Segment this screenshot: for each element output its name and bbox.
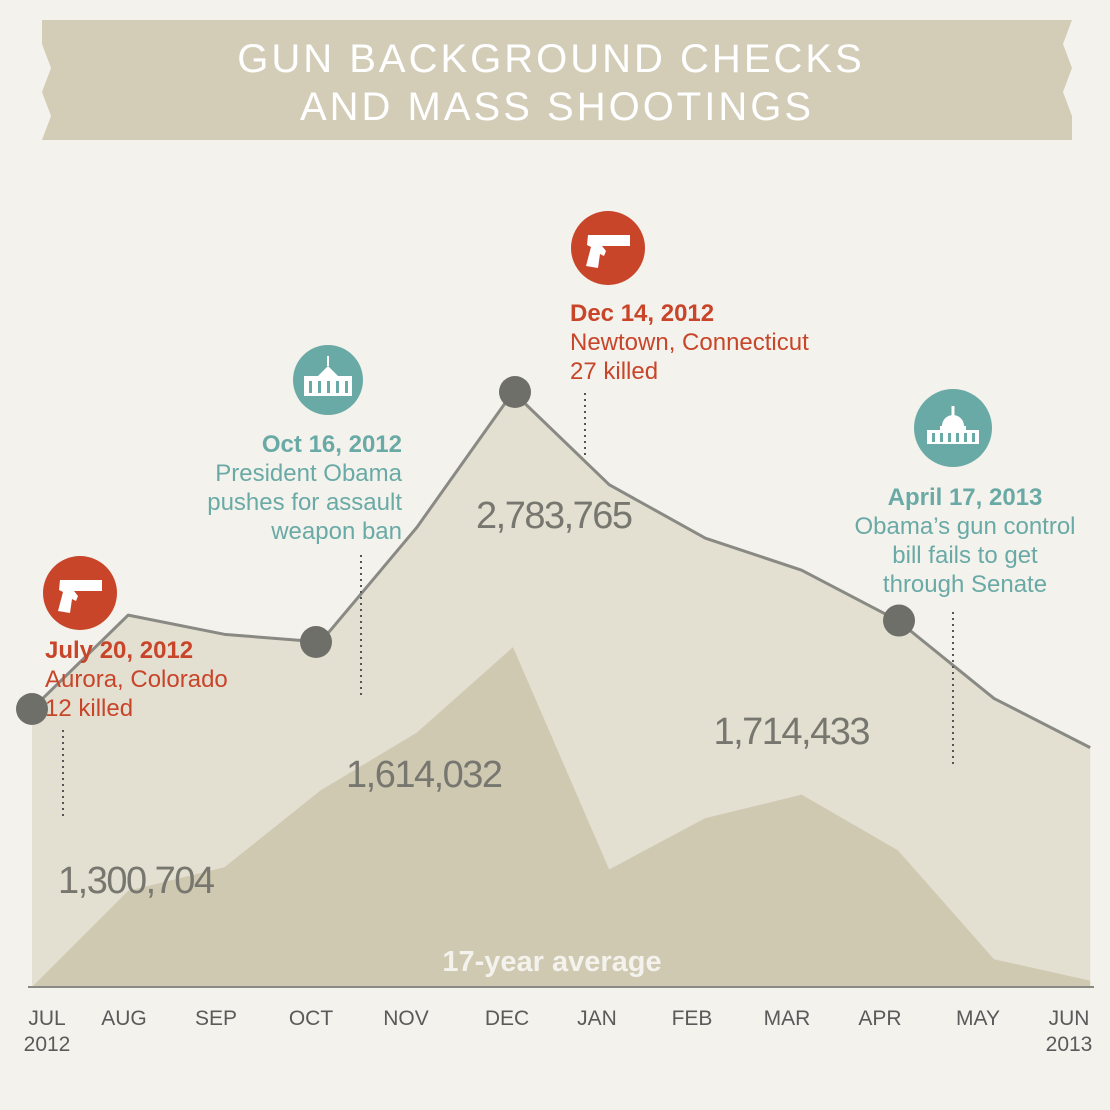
event-description-line: bill fails to get [892,542,1038,569]
white-house-icon-flagpole [327,356,329,366]
banner-ribbon [42,20,1072,140]
handgun-icon [43,556,117,630]
average-area [32,647,1091,987]
event-date: Oct 16, 2012 [262,431,402,458]
event-description-line: President Obama [215,460,402,487]
capitol-icon [914,389,992,467]
data-value-label: 2,783,765 [476,495,632,537]
data-point-marker [300,626,332,659]
white-house-icon-column [336,381,339,393]
capitol-icon-column [948,433,951,442]
data-point-marker [883,604,915,637]
event-description-line: Newtown, Connecticut [570,329,809,356]
capitol-icon-drum [940,426,966,431]
checks-line [30,390,1091,749]
title-line-2: AND MASS SHOOTINGS [300,85,814,129]
x-tick-label: AUG [101,1007,147,1030]
chart-areas [30,390,1091,987]
x-tick-label: OCT [289,1007,334,1030]
x-tick-label: SEP [195,1007,237,1030]
x-tick-label: 2012 [24,1033,71,1056]
data-value-label: 1,614,032 [346,754,502,796]
white-house-icon-roof [318,366,338,376]
value-labels: 1,300,704 1,614,032 2,783,765 1,714,433 [58,495,871,902]
event-description-line: 27 killed [570,358,658,385]
capitol-icon-column [940,433,943,442]
data-markers [16,376,915,725]
event-description-line: Aurora, Colorado [45,666,228,693]
capitol-icon-column [932,433,935,442]
x-tick-label: JUL [28,1007,65,1030]
annotation-leaders [62,393,954,818]
event-description-line: weapon ban [270,518,402,545]
event-description-line: through Senate [883,571,1047,598]
x-tick-label: 2013 [1046,1033,1093,1056]
data-point-marker [16,692,48,725]
x-tick-label: NOV [383,1007,429,1030]
title-line-1: GUN BACKGROUND CHECKS [237,37,865,81]
event-description-line: pushes for assault [207,489,402,516]
white-house-icon-column [327,381,330,393]
x-tick-label: JAN [577,1007,617,1030]
x-axis-ticks: JUL 2012 AUG SEP OCT NOV DEC JAN FEB MAR APR MAY JUN… [24,1007,1093,1056]
capitol-icon-column [956,433,959,442]
white-house-icon [293,345,363,415]
title-banner: GUN BACKGROUND CHECKS AND MASS SHOOTINGS [42,20,1072,140]
x-tick-label: FEB [672,1007,713,1030]
handgun-icon-bg [571,211,645,285]
capitol-icon-spire [951,406,955,416]
white-house-icon-column [345,381,348,393]
event-date: April 17, 2013 [888,484,1043,511]
data-point-marker [499,376,531,408]
x-tick-label: DEC [485,1007,529,1030]
event-description-line: Obama’s gun control [854,513,1075,540]
event-description-line: 12 killed [45,695,133,722]
data-value-label: 1,714,433 [713,711,869,753]
capitol-icon-column [964,433,967,442]
handgun-icon-bg [43,556,117,630]
data-value-label: 1,300,704 [58,860,215,902]
x-tick-label: JUN [1049,1007,1090,1030]
handgun-icon-shape [586,235,630,268]
event-date: July 20, 2012 [45,637,193,664]
x-tick-label: MAR [764,1007,811,1030]
handgun-icon-shape [58,580,102,613]
event-date: Dec 14, 2012 [570,300,714,327]
white-house-icon-column [309,381,312,393]
x-tick-label: MAY [956,1007,1000,1030]
capitol-icon-dome [942,415,964,426]
average-series-label: 17-year average [442,946,661,978]
white-house-icon-column [318,381,321,393]
capitol-icon-column [972,433,975,442]
handgun-icon [571,211,645,285]
x-tick-label: APR [858,1007,901,1030]
